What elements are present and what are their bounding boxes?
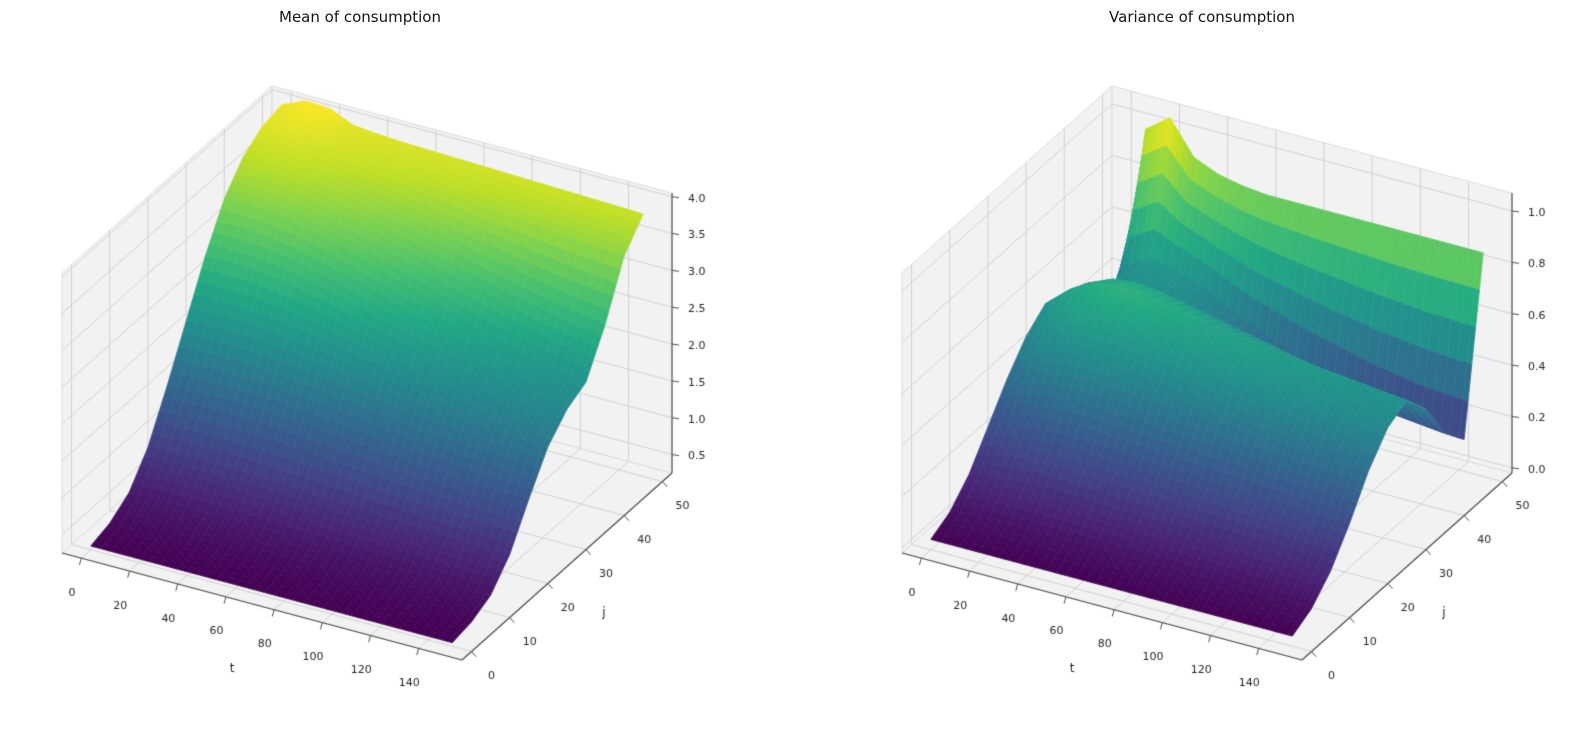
mean-plot-title: Mean of consumption [279, 8, 441, 26]
mean-consumption-surface-plot [0, 0, 787, 744]
variance-plot-title: Variance of consumption [1109, 8, 1295, 26]
variance-consumption-surface-plot [787, 0, 1574, 744]
